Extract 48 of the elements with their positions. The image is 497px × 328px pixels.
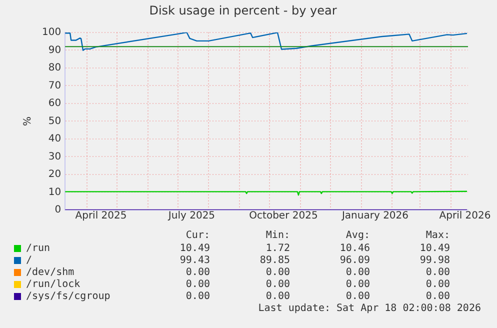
text: 1.72 (264, 243, 290, 255)
text: 99.43 (178, 255, 210, 267)
chart-title: Disk usage in percent - by year (149, 3, 337, 18)
x-tick-label: April 2026 (439, 210, 491, 222)
legend-label: /sys/fs/cgroup (26, 291, 110, 303)
text: 0.00 (264, 267, 290, 279)
text: 0.00 (264, 291, 290, 303)
y-tick-label: 40 (48, 134, 62, 145)
y-tick-label: 60 (48, 98, 62, 110)
text: Max: (424, 230, 450, 242)
text: 0.00 (344, 267, 370, 279)
y-axis-title: % (22, 116, 34, 126)
text: Avg: (344, 230, 370, 242)
legend-label: /dev/shm (26, 267, 74, 279)
y-tick-label: 0 (54, 204, 62, 216)
x-tick-label: July 2025 (167, 210, 216, 222)
text: 0.00 (424, 291, 450, 303)
text: Last update: Sat Apr 18 02:00:08 2026 (258, 303, 481, 315)
text: 0.00 (344, 291, 370, 303)
text: 0.00 (184, 267, 210, 279)
text: 99.98 (418, 255, 450, 267)
y-tick-label: 80 (48, 62, 62, 74)
y-tick-label: 100 (42, 26, 62, 38)
y-tick-label: 90 (48, 44, 62, 56)
text: 10.49 (178, 243, 210, 255)
y-tick-label: 10 (48, 186, 62, 198)
y-tick-label: 70 (48, 80, 62, 92)
y-tick-label: 30 (48, 151, 62, 162)
text: 96.09 (338, 255, 370, 267)
legend-label: /run/lock (26, 279, 80, 291)
y-tick-label: 50 (48, 116, 62, 127)
x-tick-label: January 2026 (340, 210, 409, 222)
text: 89.85 (258, 255, 290, 267)
y-tick-label: 20 (48, 169, 62, 180)
x-tick-label: October 2025 (249, 210, 318, 222)
text: 0.00 (424, 267, 450, 279)
text: 0.00 (184, 291, 210, 303)
legend-label: /run (26, 243, 50, 255)
text: 0.00 (424, 279, 450, 291)
legend-label: / (26, 255, 32, 267)
text: 0.00 (184, 279, 210, 291)
text: 0.00 (264, 279, 290, 291)
x-tick-label: April 2025 (75, 210, 127, 222)
text: 0.00 (344, 279, 370, 291)
text: Cur: (184, 230, 210, 242)
text: 10.49 (418, 243, 450, 255)
text: Min: (264, 230, 290, 242)
text: 10.46 (338, 243, 370, 255)
